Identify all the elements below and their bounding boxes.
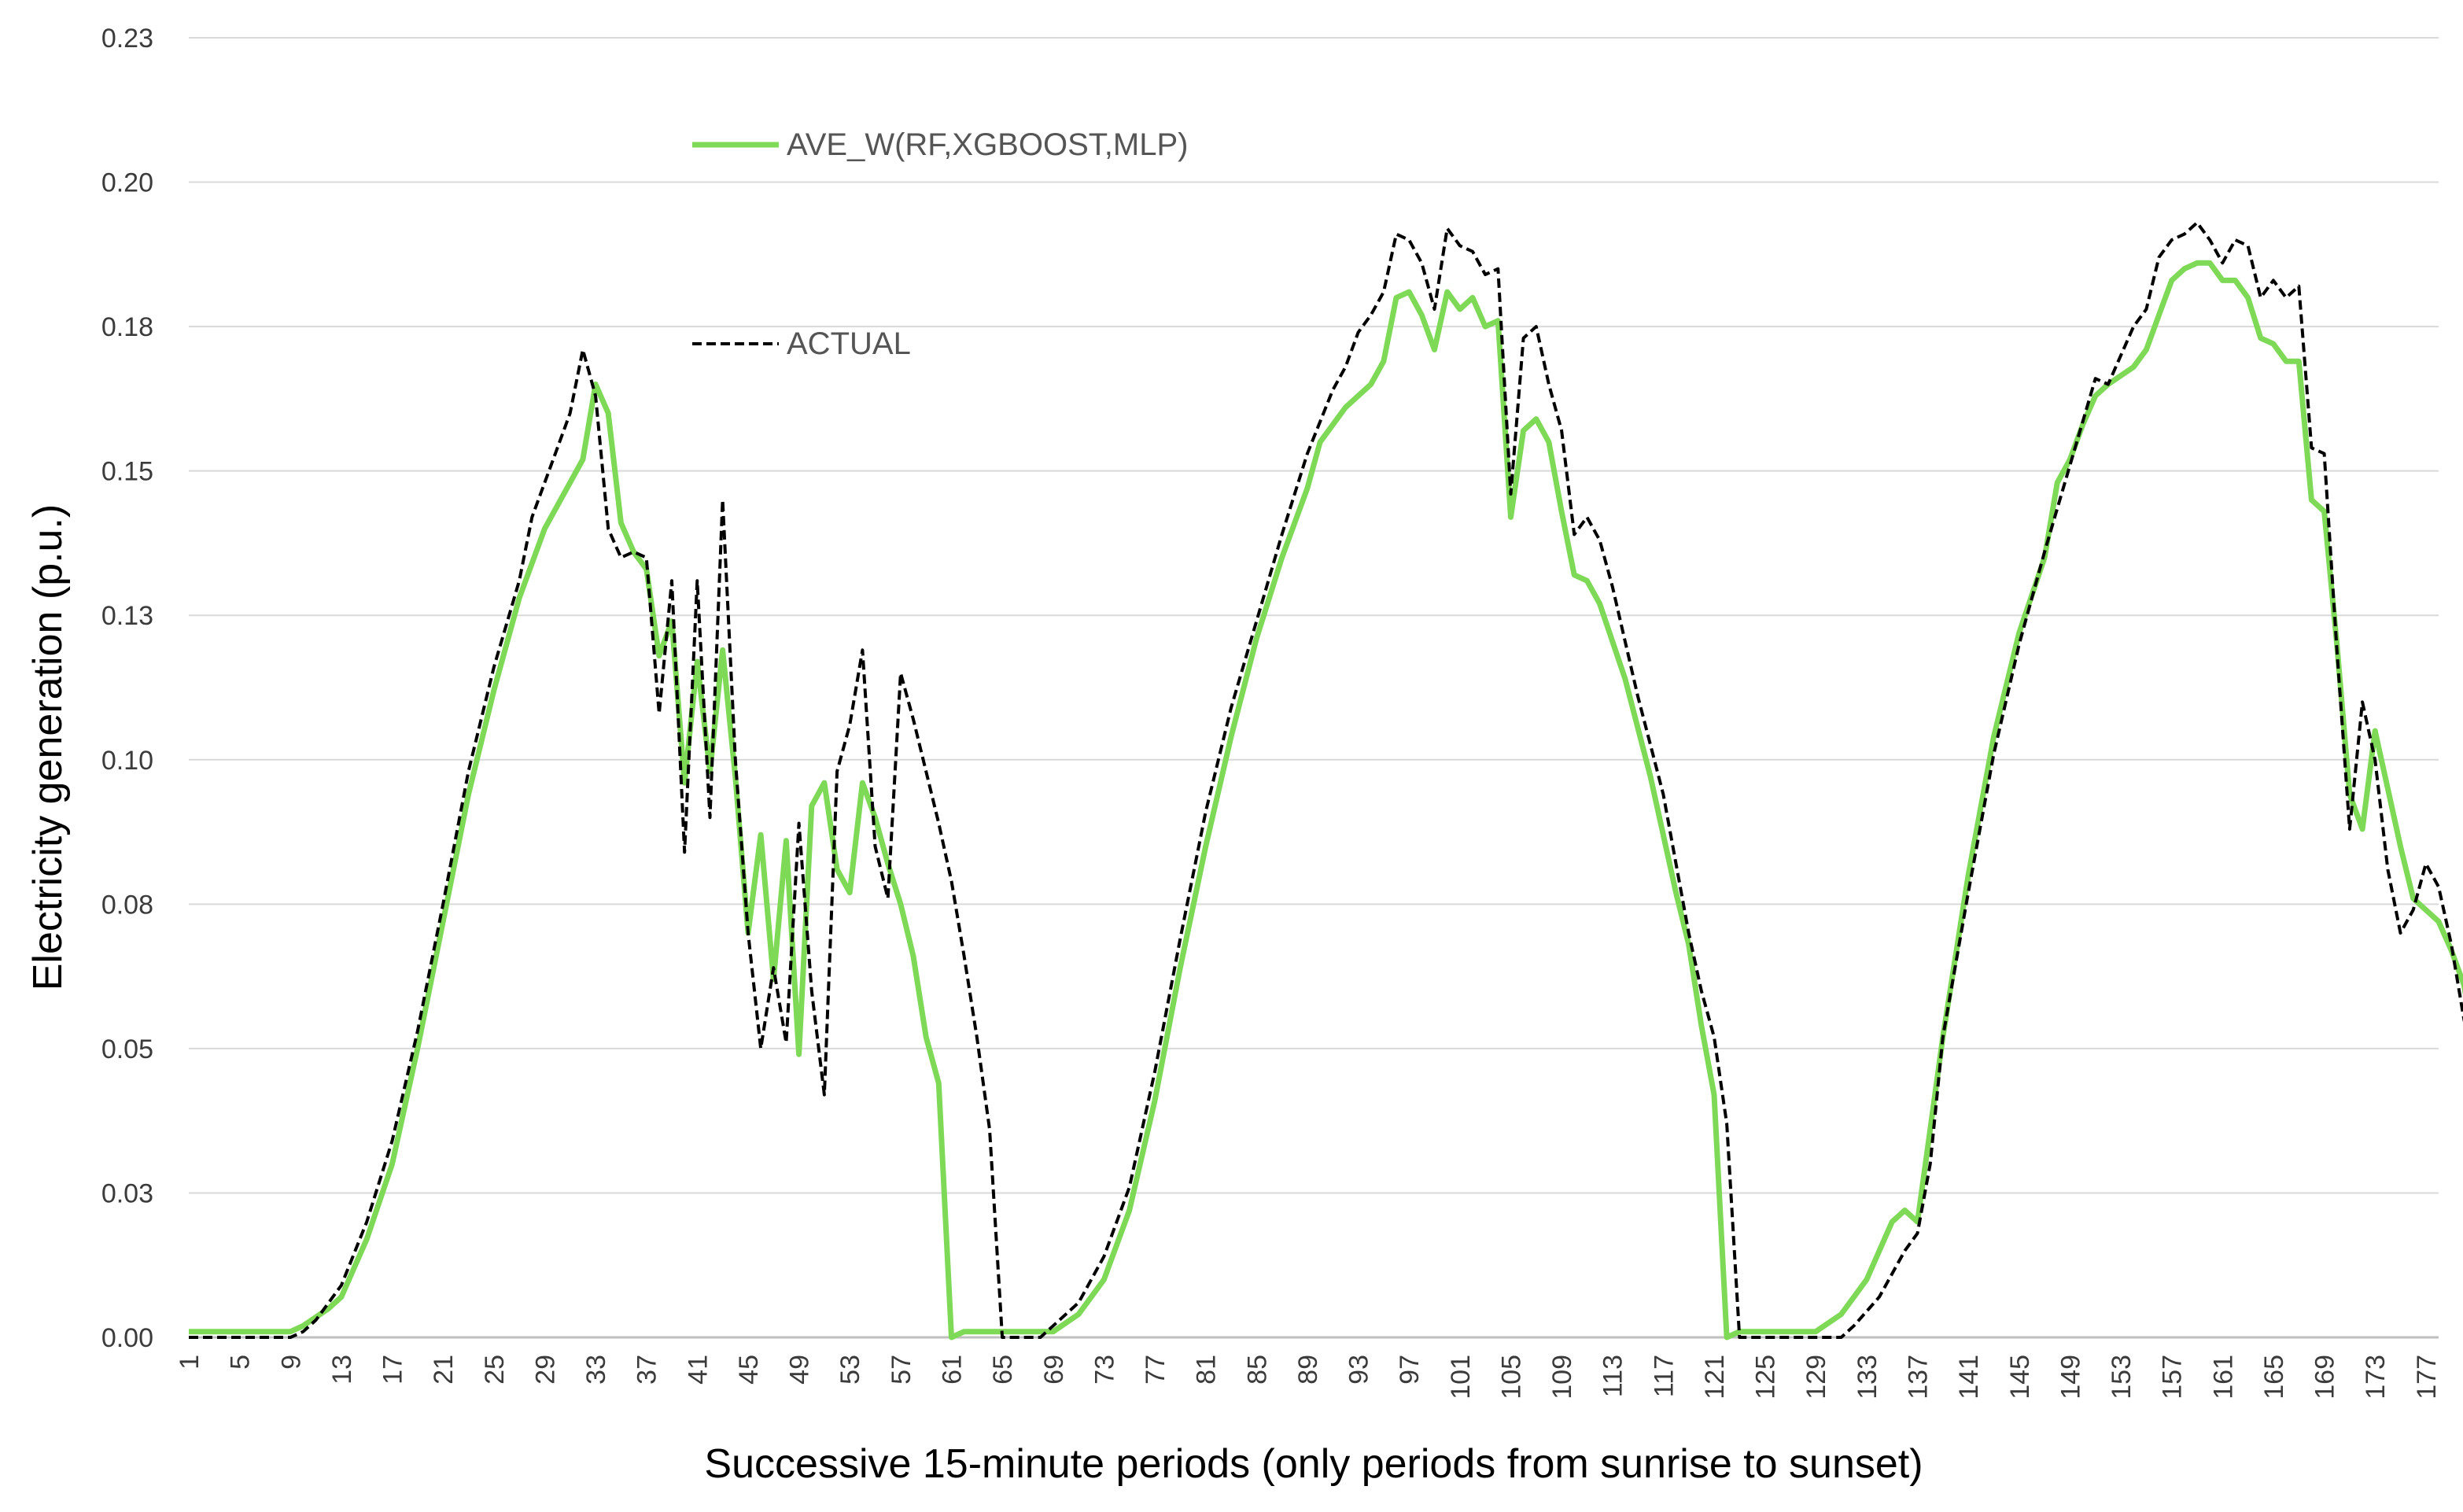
y-tick-label: 0.23 xyxy=(101,24,153,53)
y-tick-label: 0.20 xyxy=(101,168,153,198)
x-tick-label: 53 xyxy=(835,1355,865,1385)
y-tick-label: 0.05 xyxy=(101,1034,153,1064)
legend-label-actual: ACTUAL xyxy=(787,326,911,361)
y-tick-label: 0.00 xyxy=(101,1323,153,1353)
y-axis-ticks: 0.00 0.03 0.05 0.08 0.10 0.13 0.15 0.18 0.20 0.23 xyxy=(101,24,153,1353)
x-tick-label: 77 xyxy=(1141,1355,1171,1385)
x-tick-label: 105 xyxy=(1496,1355,1526,1400)
x-axis-ticks: 1 5 9 13 17 21 25 29 33 37 41 45 49 53 57 61 65 69 73 77 81 8… xyxy=(175,1355,2442,1400)
x-tick-label: 153 xyxy=(2107,1355,2137,1400)
y-tick-label: 0.10 xyxy=(101,746,153,776)
x-tick-label: 149 xyxy=(2056,1355,2085,1400)
y-axis-title: Electricity generation (p.u.) xyxy=(25,504,71,991)
x-tick-label: 97 xyxy=(1395,1355,1425,1385)
x-tick-label: 85 xyxy=(1242,1355,1272,1385)
x-tick-label: 137 xyxy=(1904,1355,1934,1400)
x-tick-label: 81 xyxy=(1192,1355,1222,1385)
x-tick-label: 157 xyxy=(2158,1355,2188,1400)
x-tick-label: 129 xyxy=(1801,1355,1831,1400)
x-tick-label: 89 xyxy=(1293,1355,1323,1385)
x-tick-label: 109 xyxy=(1547,1355,1577,1400)
x-tick-label: 65 xyxy=(988,1355,1018,1385)
x-tick-label: 33 xyxy=(581,1355,611,1385)
x-tick-label: 69 xyxy=(1039,1355,1069,1385)
x-tick-label: 117 xyxy=(1649,1355,1679,1397)
x-tick-label: 9 xyxy=(276,1355,306,1370)
x-tick-label: 169 xyxy=(2310,1355,2340,1400)
x-tick-label: 101 xyxy=(1446,1355,1476,1400)
x-tick-label: 161 xyxy=(2208,1355,2238,1400)
x-tick-label: 73 xyxy=(1090,1355,1119,1385)
x-tick-label: 21 xyxy=(429,1355,459,1385)
x-tick-label: 165 xyxy=(2259,1355,2289,1400)
legend-label-ave-w: AVE_W(RF,XGBOOST,MLP) xyxy=(787,127,1188,162)
x-tick-label: 133 xyxy=(1853,1355,1882,1400)
x-tick-label: 1 xyxy=(175,1355,205,1370)
x-tick-label: 5 xyxy=(226,1355,256,1370)
x-tick-label: 37 xyxy=(632,1355,662,1385)
legend: AVE_W(RF,XGBOOST,MLP) ACTUAL xyxy=(692,127,1188,361)
x-tick-label: 121 xyxy=(1700,1355,1730,1400)
x-tick-label: 57 xyxy=(887,1355,916,1385)
y-tick-label: 0.13 xyxy=(101,601,153,631)
x-tick-label: 29 xyxy=(530,1355,560,1385)
y-tick-label: 0.15 xyxy=(101,457,153,487)
series-line-ave-w xyxy=(189,260,2463,1341)
y-tick-label: 0.18 xyxy=(101,312,153,342)
x-tick-label: 173 xyxy=(2361,1355,2391,1400)
x-tick-label: 177 xyxy=(2412,1355,2442,1400)
x-tick-label: 49 xyxy=(785,1355,815,1385)
x-tick-label: 61 xyxy=(937,1355,967,1385)
x-axis-title: Successive 15-minute periods (only perio… xyxy=(704,1441,1923,1487)
x-tick-label: 113 xyxy=(1598,1355,1628,1397)
x-tick-label: 17 xyxy=(378,1355,408,1385)
x-tick-label: 125 xyxy=(1751,1355,1781,1400)
x-tick-label: 13 xyxy=(327,1355,357,1385)
series-line-actual xyxy=(189,221,2463,1339)
x-tick-label: 141 xyxy=(1954,1355,1984,1400)
x-tick-label: 45 xyxy=(734,1355,764,1385)
x-tick-label: 93 xyxy=(1344,1355,1374,1385)
y-tick-label: 0.03 xyxy=(101,1178,153,1208)
x-tick-label: 145 xyxy=(2005,1355,2035,1400)
y-tick-label: 0.08 xyxy=(101,890,153,920)
x-tick-label: 25 xyxy=(480,1355,510,1385)
series-group xyxy=(189,221,2463,1341)
gridlines xyxy=(189,37,2439,1339)
x-tick-label: 41 xyxy=(683,1355,713,1385)
